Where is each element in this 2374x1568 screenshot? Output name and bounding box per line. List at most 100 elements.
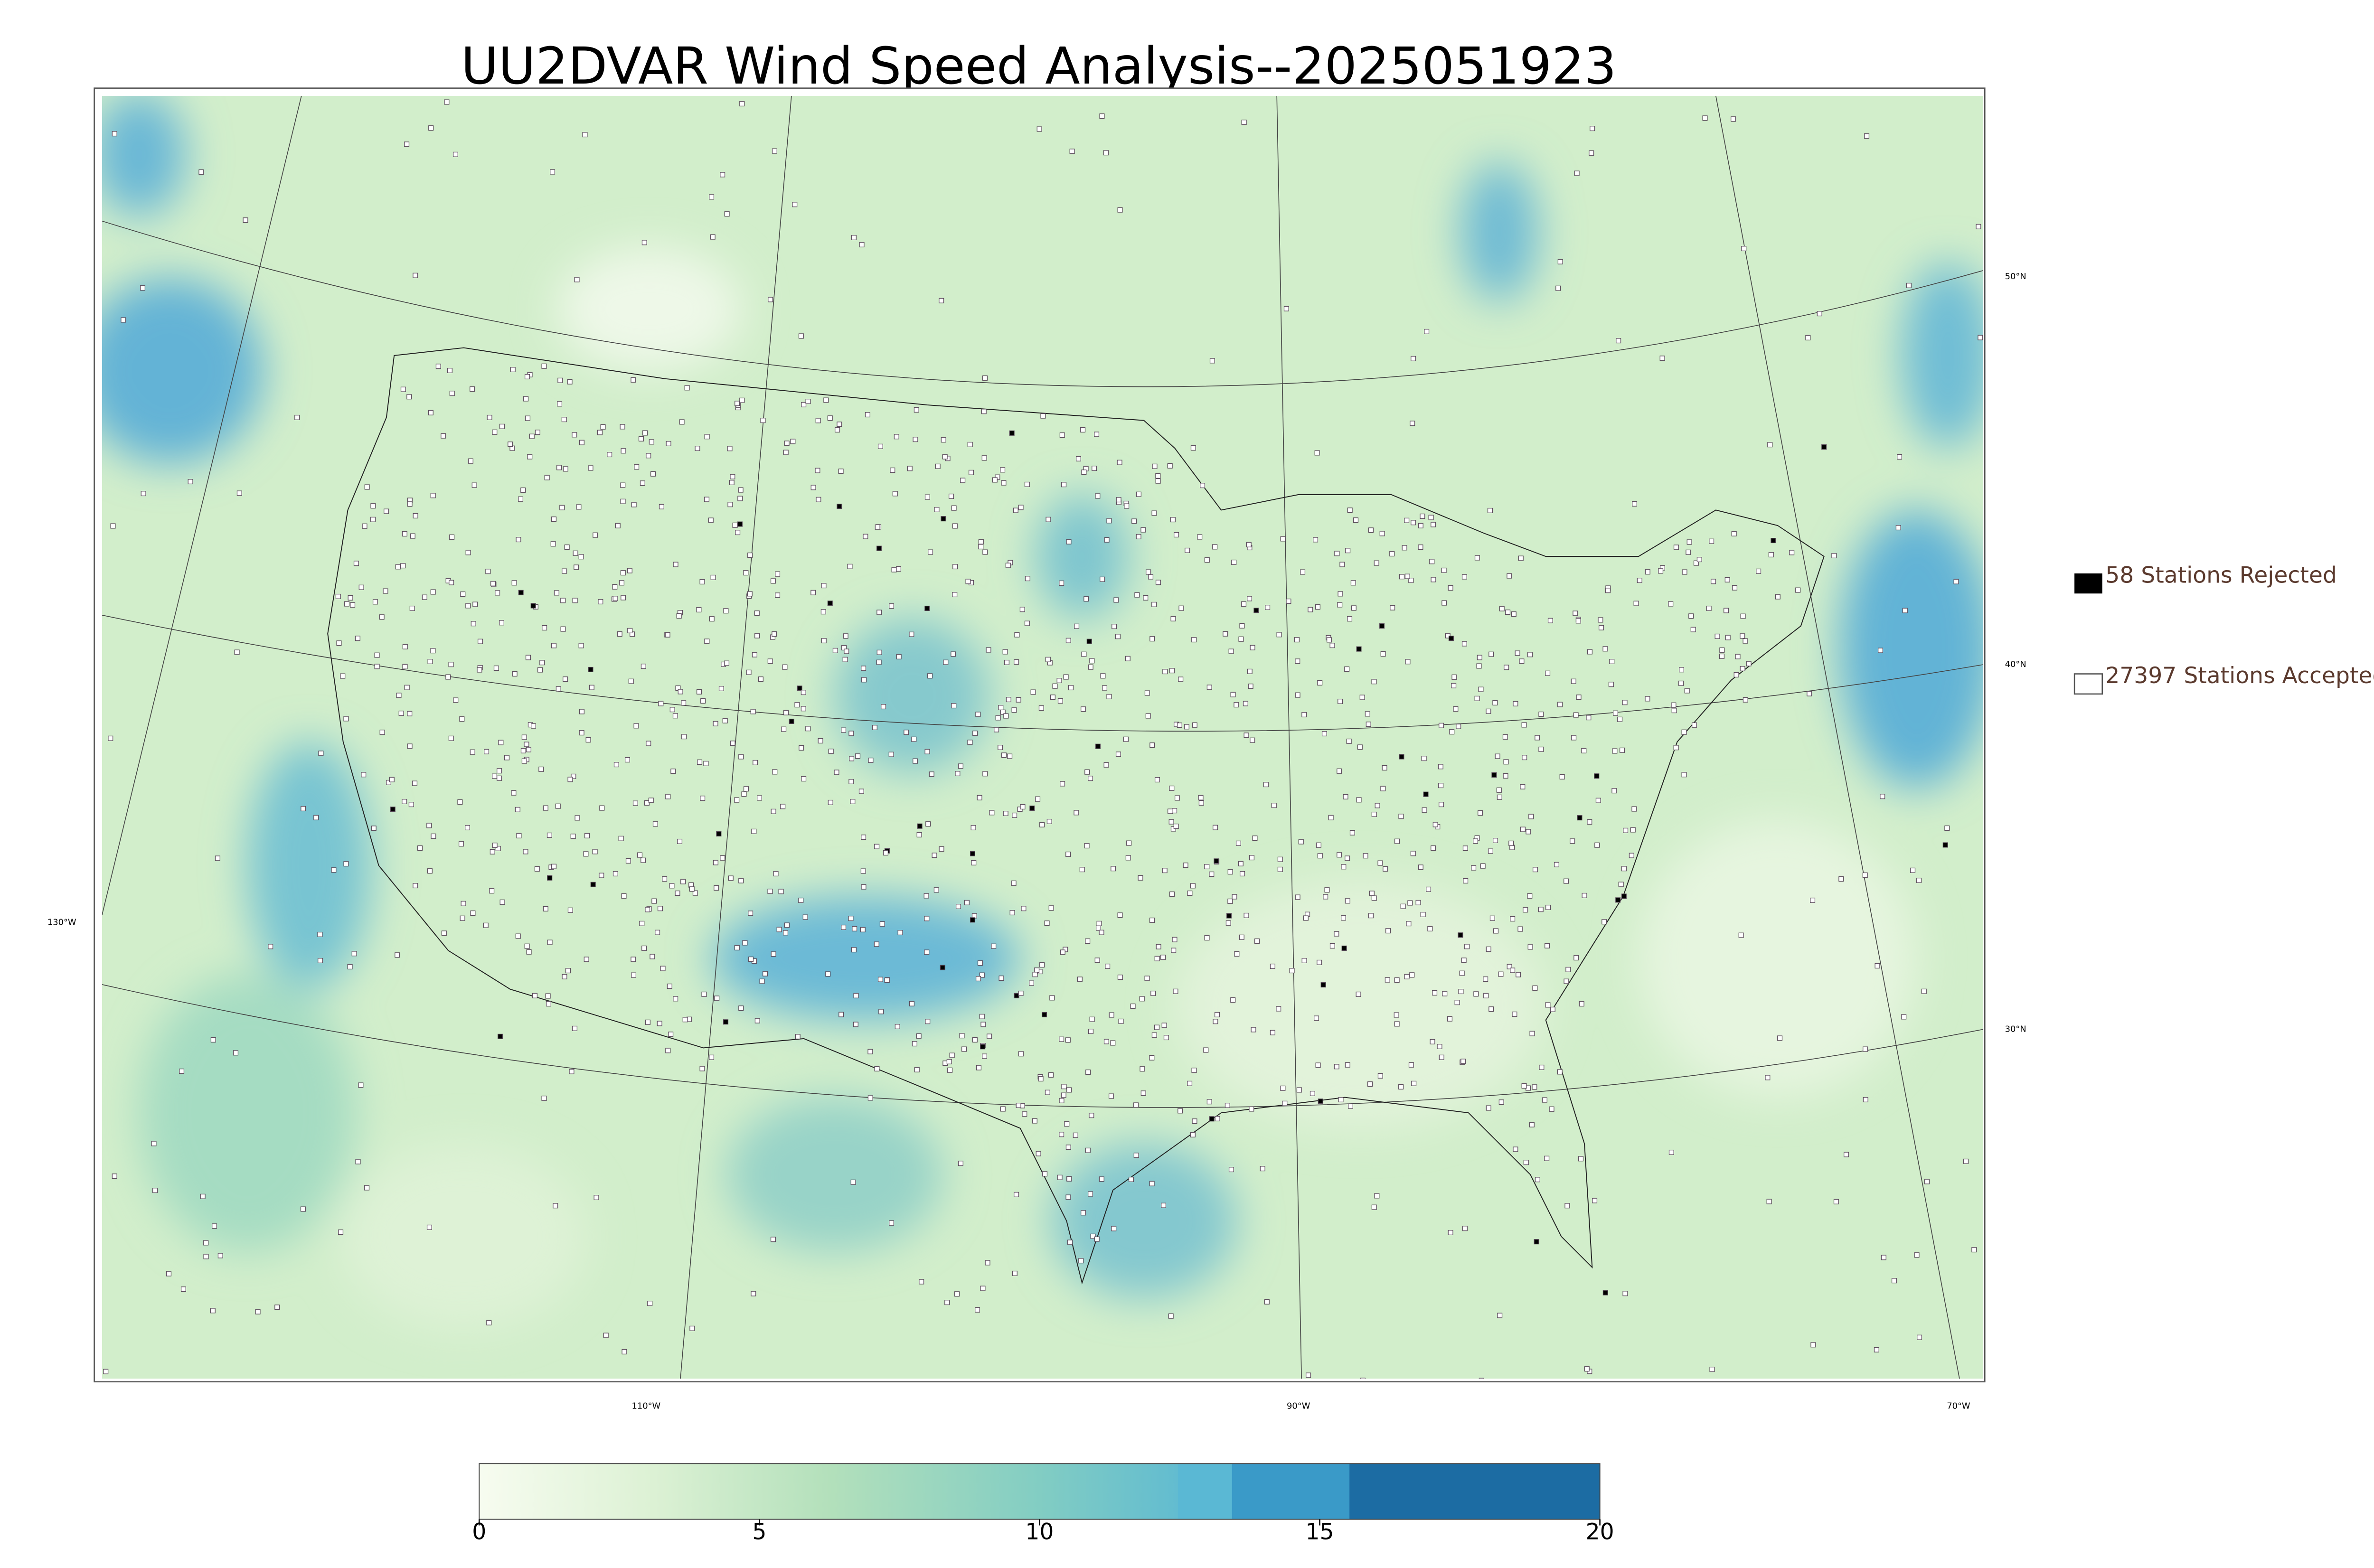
station — [784, 922, 790, 928]
station — [709, 194, 715, 200]
station — [1914, 1252, 1920, 1258]
station — [460, 592, 466, 597]
station — [1061, 1092, 1066, 1098]
station — [1605, 588, 1611, 593]
colorbar-tick-label: 5 — [752, 1519, 766, 1545]
station — [641, 240, 647, 245]
station — [982, 771, 988, 777]
station — [1244, 912, 1249, 918]
station — [1226, 913, 1232, 919]
station — [1124, 503, 1130, 509]
station — [1227, 869, 1233, 875]
station — [1906, 282, 1912, 288]
station — [1170, 826, 1176, 832]
station — [1458, 989, 1464, 995]
station — [955, 770, 961, 777]
station — [1498, 1099, 1504, 1105]
station — [1065, 1194, 1071, 1200]
station — [1095, 493, 1101, 499]
station — [1833, 1199, 1839, 1204]
station — [720, 172, 725, 178]
station — [1520, 826, 1526, 832]
station — [1105, 963, 1111, 969]
station — [1067, 1239, 1073, 1245]
station — [551, 864, 557, 869]
station — [772, 148, 777, 154]
station — [1014, 1192, 1019, 1197]
station — [768, 297, 773, 302]
station — [666, 441, 671, 446]
station — [562, 568, 567, 574]
station — [563, 466, 568, 472]
station — [1528, 814, 1534, 819]
station — [894, 434, 899, 440]
station — [294, 414, 300, 420]
station — [1276, 632, 1282, 638]
station — [1519, 658, 1525, 664]
station — [1250, 737, 1255, 743]
station — [1115, 634, 1121, 639]
station — [789, 718, 794, 724]
station — [1169, 891, 1175, 897]
station — [1493, 928, 1499, 934]
station — [720, 855, 725, 861]
station — [620, 570, 626, 576]
station — [1239, 934, 1244, 940]
station — [1313, 1015, 1319, 1021]
station — [861, 677, 867, 683]
station — [402, 664, 408, 669]
station — [895, 566, 902, 572]
station — [646, 453, 651, 459]
station — [1547, 618, 1553, 623]
station — [1460, 1059, 1466, 1064]
station — [331, 867, 337, 873]
station — [1038, 1076, 1044, 1082]
station — [1410, 851, 1416, 856]
station — [1059, 1132, 1065, 1137]
station — [1709, 538, 1715, 544]
station — [1564, 1203, 1570, 1209]
station — [697, 759, 703, 765]
station — [958, 763, 963, 769]
station — [1831, 553, 1837, 559]
station — [511, 580, 517, 586]
station — [179, 1069, 185, 1074]
station — [1602, 919, 1607, 925]
station — [497, 1033, 503, 1039]
station — [532, 993, 537, 998]
station — [1289, 968, 1295, 974]
station — [941, 437, 946, 443]
station — [1139, 996, 1145, 1002]
station — [1094, 432, 1100, 437]
station — [874, 941, 879, 947]
station — [1488, 1006, 1494, 1012]
station — [1367, 1081, 1373, 1087]
station — [370, 503, 376, 509]
station — [748, 911, 754, 916]
station — [585, 737, 591, 743]
station — [914, 1067, 920, 1072]
station — [748, 956, 754, 962]
station — [1149, 1181, 1155, 1186]
station — [1474, 695, 1480, 701]
station — [877, 976, 883, 982]
station — [1263, 782, 1269, 788]
station — [952, 523, 958, 529]
colorbar-tick-label: 20 — [1586, 1519, 1614, 1545]
station — [1399, 754, 1404, 760]
station — [1917, 1334, 1922, 1340]
station — [1154, 777, 1160, 783]
station — [318, 751, 324, 756]
station — [499, 423, 505, 429]
station — [1323, 894, 1328, 900]
station — [1171, 948, 1177, 953]
station — [714, 995, 720, 1001]
station — [1353, 517, 1359, 523]
station — [669, 707, 675, 713]
station — [1117, 975, 1123, 980]
station — [978, 544, 984, 550]
station — [652, 821, 658, 827]
station — [1897, 454, 1903, 460]
station — [1324, 887, 1330, 893]
station — [801, 776, 807, 782]
